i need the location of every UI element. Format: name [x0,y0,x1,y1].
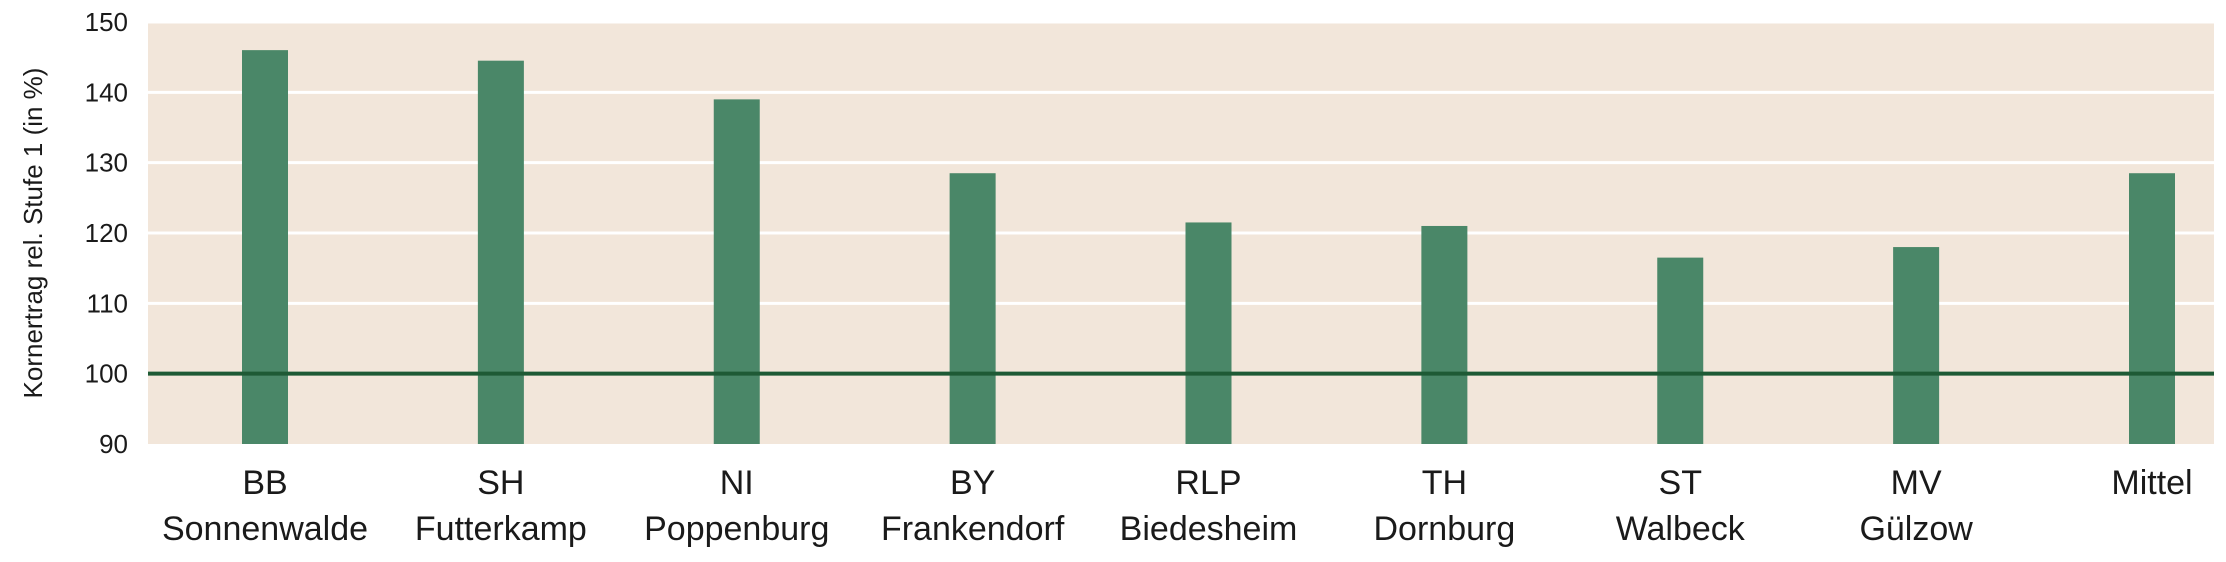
y-axis-title: Kornertrag rel. Stufe 1 (in %) [18,68,48,399]
bar [949,173,996,444]
bar [1185,222,1232,444]
category-label-site: Biedesheim [1120,510,1298,548]
category-label-code: TH [1422,464,1467,502]
bar [242,50,288,445]
y-tick-label: 140 [85,77,128,107]
y-tick-labels: 90 100 110 120 130 140 150 [85,7,128,459]
category-labels: BB Sonnenwalde SH Futterkamp NI Poppenburg BY F… [162,464,2193,548]
category-label-code: RLP [1175,464,1241,502]
category-label-site: Dornburg [1374,510,1516,548]
y-tick-label: 130 [85,148,128,178]
category-label-site: Walbeck [1616,510,1746,548]
category-label-code: BB [242,464,287,502]
category-label-site: Frankendorf [881,510,1065,548]
y-tick-label: 110 [87,288,128,318]
category-label-site: Gülzow [1859,510,1973,548]
bar [2129,173,2175,444]
category-label-site: Futterkamp [415,510,587,548]
bars [242,50,2175,445]
y-tick-label: 100 [85,359,128,389]
bar [477,60,524,444]
y-tick-label: 90 [99,429,128,459]
category-label-code: NI [720,464,754,502]
bar [1657,257,1704,444]
bar [1421,225,1468,444]
category-label-site: Sonnenwalde [162,510,368,548]
category-label-site: Poppenburg [644,510,829,548]
category-label-code: MV [1891,464,1942,502]
category-label-code: SH [477,464,524,502]
category-label-code: BY [950,464,995,502]
category-label-code: ST [1659,464,1702,502]
bar [713,99,760,444]
y-tick-label: 120 [85,218,128,248]
category-label-code: Mittel [2111,464,2192,502]
y-tick-label: 150 [85,7,128,37]
bar [1893,247,1940,444]
